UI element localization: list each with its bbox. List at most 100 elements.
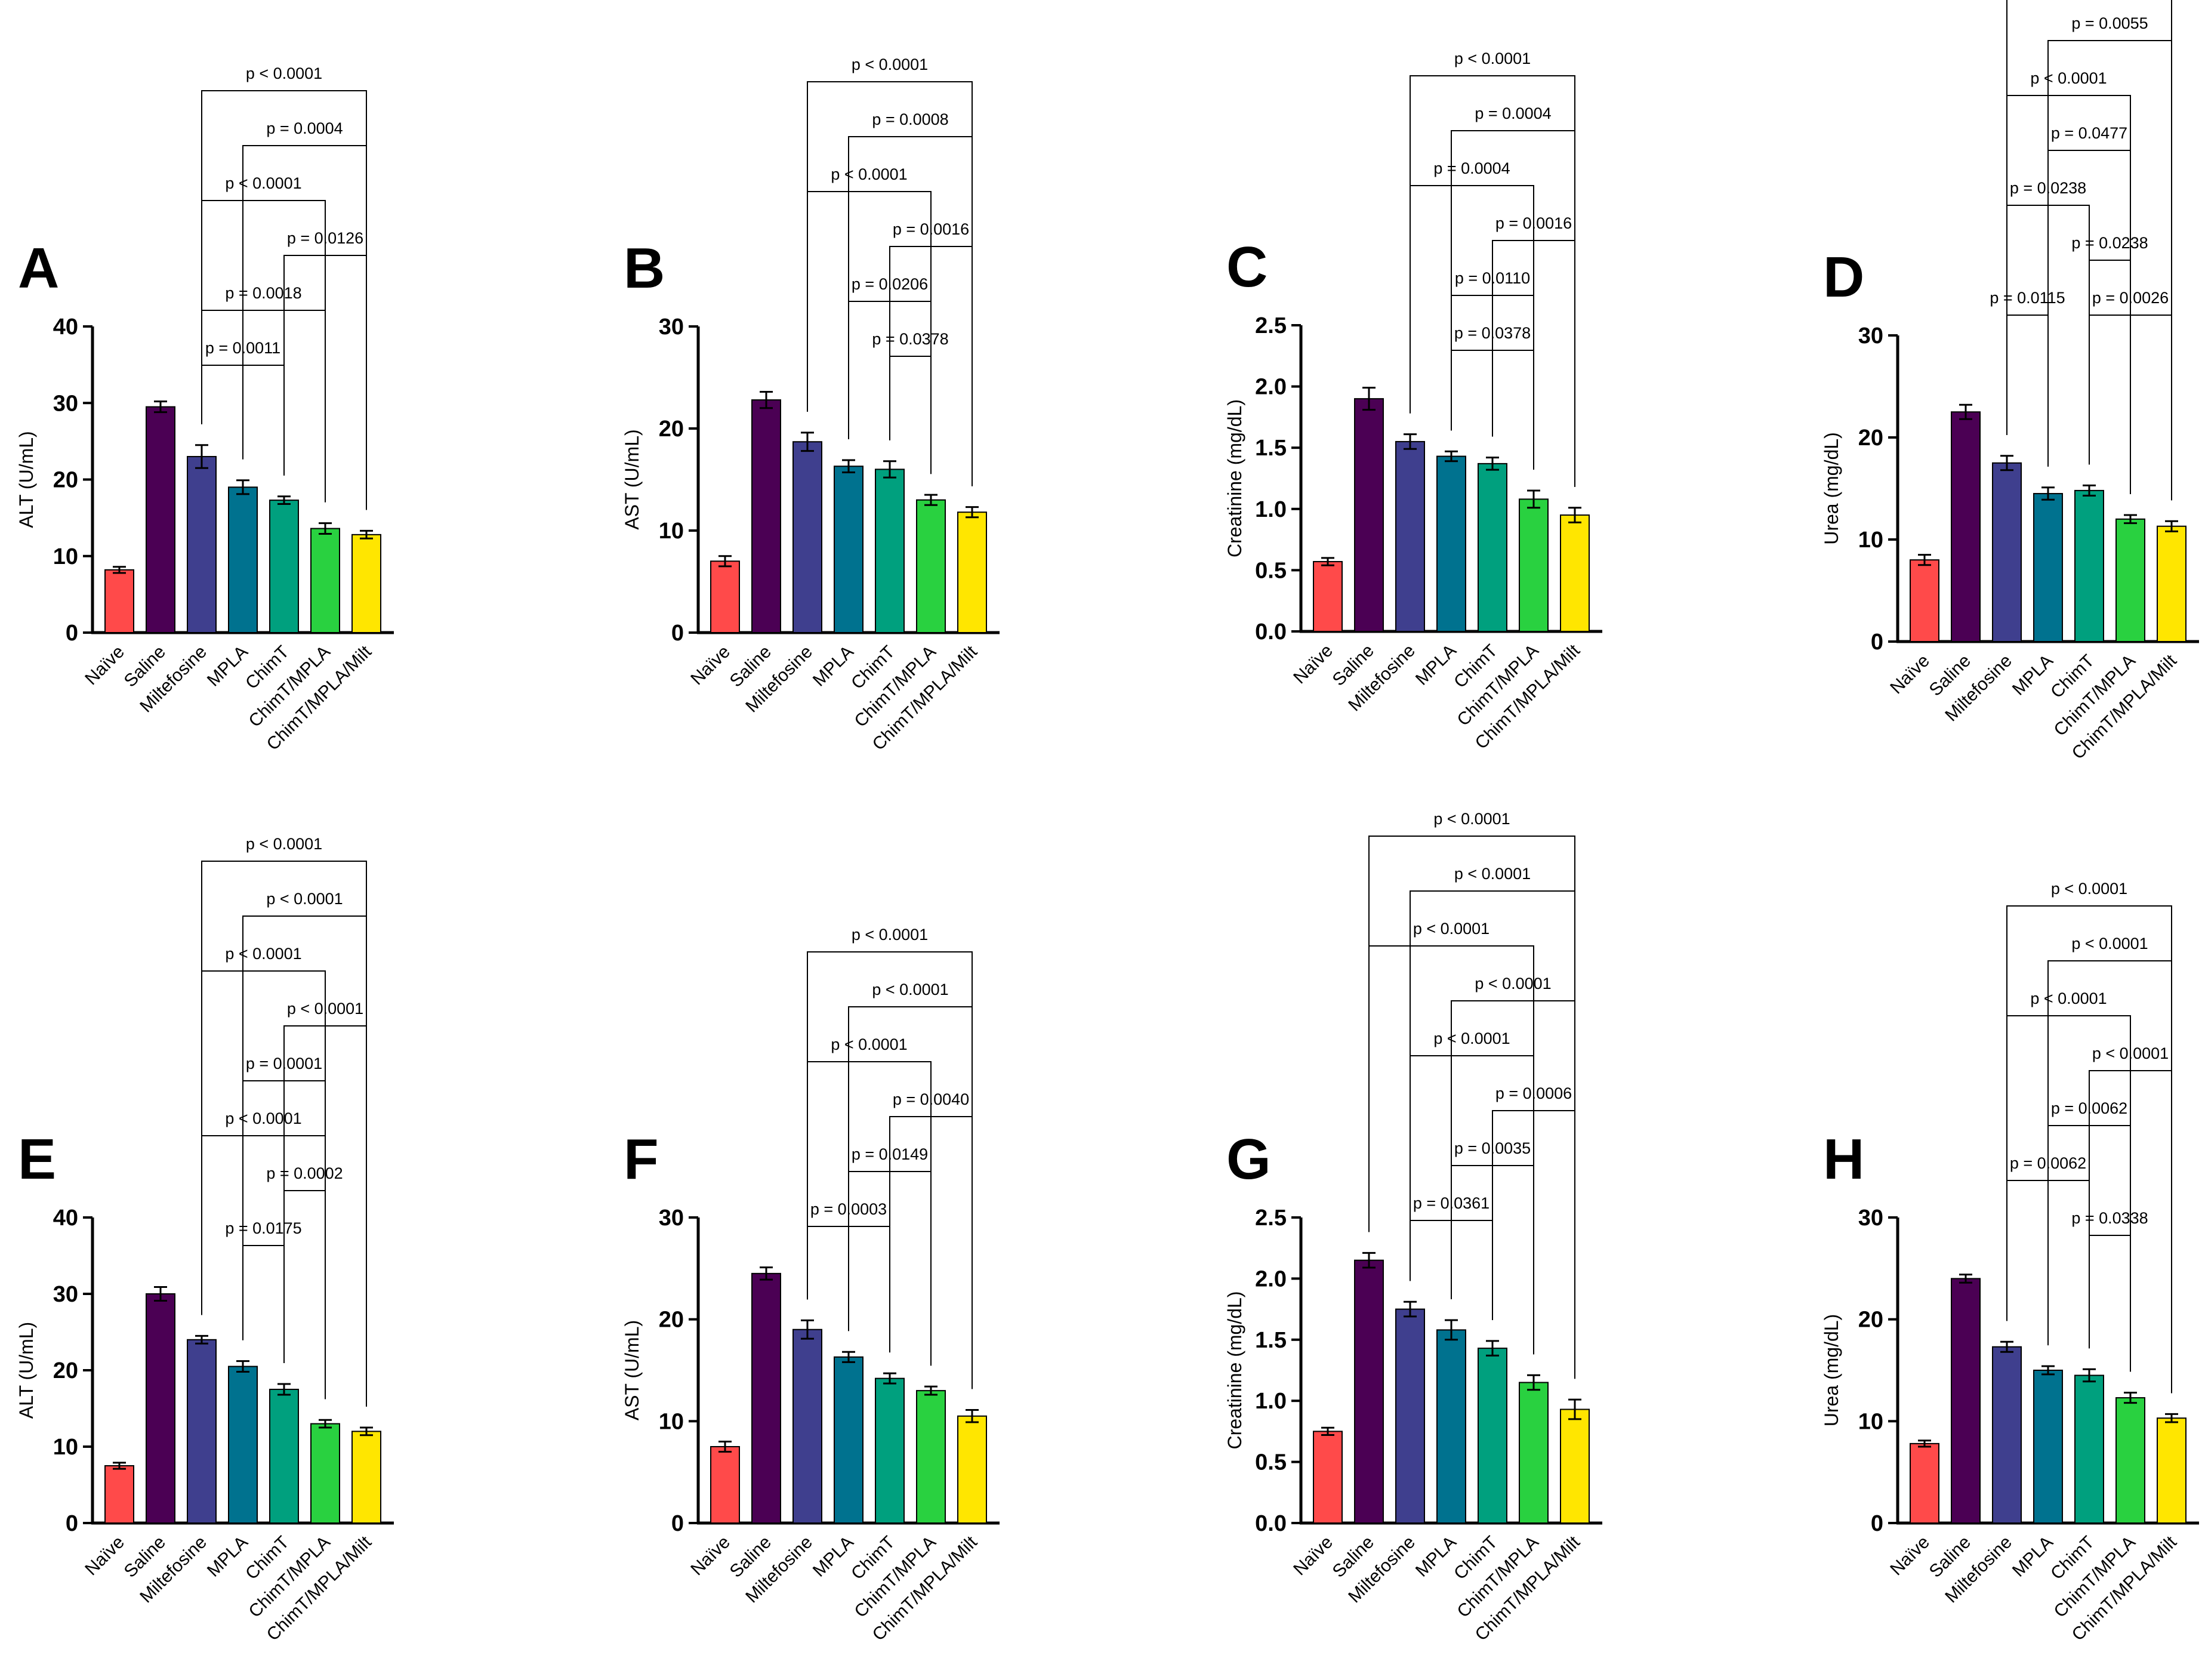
bar-2 — [1951, 411, 1981, 642]
significance-bracket — [1451, 130, 1575, 487]
y-tick-label: 40 — [53, 315, 78, 340]
bar-2 — [751, 1272, 781, 1524]
y-tick-label: 30 — [1858, 1206, 1883, 1231]
p-value-label: p < 0.0001 — [1433, 810, 1510, 828]
significance-bracket — [242, 915, 367, 1407]
category-label: Naïve — [687, 642, 734, 689]
y-tick-label: 30 — [659, 315, 684, 340]
bar-6 — [1519, 498, 1549, 632]
panel-letter: D — [1823, 245, 1864, 309]
y-axis-title: AST (U/mL) — [621, 429, 643, 529]
p-value-label: p < 0.0001 — [1433, 1029, 1510, 1047]
p-value-label: p < 0.0001 — [1413, 920, 1489, 938]
y-tick-label: 0 — [1871, 630, 1883, 655]
category-label: MPLA — [203, 1533, 252, 1581]
bar-6 — [1519, 1382, 1549, 1524]
y-tick-label: 20 — [659, 1308, 684, 1333]
p-value-label: p = 0.0004 — [1475, 104, 1551, 122]
p-value-label: p = 0.0004 — [266, 119, 343, 137]
panel-letter: C — [1226, 235, 1268, 299]
bar-5 — [1478, 463, 1507, 632]
p-value-label: p < 0.0001 — [831, 165, 907, 183]
p-value-label: p < 0.0001 — [852, 926, 928, 944]
bar-1 — [1313, 561, 1343, 633]
bar-3 — [187, 456, 217, 634]
y-axis-title: ALT (U/mL) — [16, 1322, 37, 1419]
bar-2 — [1354, 1259, 1384, 1524]
y-tick-label: 0 — [66, 1511, 78, 1536]
y-axis-title: ALT (U/mL) — [16, 431, 37, 528]
bar-3 — [792, 441, 822, 633]
category-label: MPLA — [2009, 651, 2057, 699]
significance-bracket — [201, 90, 367, 510]
y-tick-label: 0 — [1871, 1511, 1883, 1536]
bar-5 — [1478, 1348, 1507, 1524]
y-tick-label: 0.5 — [1255, 558, 1287, 583]
bar-3 — [1992, 462, 2022, 642]
category-label: Naïve — [687, 1533, 734, 1580]
y-tick-label: 20 — [53, 468, 78, 493]
significance-bracket — [807, 81, 973, 486]
bar-7 — [351, 534, 381, 634]
significance-bracket — [2006, 0, 2172, 501]
bar-4 — [2033, 493, 2063, 642]
y-axis-title: Urea (mg/dL) — [1821, 432, 1842, 545]
bar-5 — [875, 1377, 905, 1524]
bar-4 — [834, 1356, 864, 1524]
p-value-label: p = 0.0175 — [225, 1219, 301, 1237]
bar-6 — [916, 1390, 946, 1524]
y-tick-label: 20 — [659, 417, 684, 442]
bar-2 — [146, 406, 175, 633]
bar-7 — [2157, 525, 2187, 643]
bar-5 — [269, 1389, 299, 1524]
panel-g: G 0.0 0.5 1.0 1.5 2.0 2.5 Creatinine (mg/dL) Naï… — [1224, 810, 1602, 1645]
y-tick-label: 10 — [659, 1409, 684, 1434]
category-label: MPLA — [809, 1533, 858, 1581]
bar-1 — [104, 569, 134, 634]
bar-6 — [2115, 1397, 2145, 1524]
p-value-label: p < 0.0001 — [225, 174, 301, 192]
bar-6 — [916, 499, 946, 634]
p-value-label: p = 0.0477 — [2051, 124, 2127, 142]
bar-4 — [228, 486, 258, 634]
p-value-label: p < 0.0001 — [852, 56, 928, 73]
y-tick-label: 20 — [53, 1358, 78, 1383]
significance-bracket — [201, 970, 326, 1400]
y-tick-label: 0.5 — [1255, 1450, 1287, 1475]
bar-3 — [1395, 1308, 1425, 1524]
y-tick-label: 10 — [53, 544, 78, 569]
bar-1 — [710, 560, 740, 633]
y-tick-label: 30 — [53, 391, 78, 416]
p-value-label: p < 0.0001 — [2030, 989, 2107, 1007]
bar-4 — [834, 466, 864, 634]
y-tick-label: 10 — [53, 1435, 78, 1460]
significance-bracket — [1451, 1000, 1575, 1379]
bar-3 — [1992, 1346, 2022, 1524]
significance-bracket — [2006, 905, 2172, 1394]
panel-letter: B — [624, 236, 665, 300]
bar-5 — [875, 468, 905, 634]
y-tick-label: 0 — [671, 1511, 684, 1536]
p-value-label: p < 0.0001 — [266, 890, 343, 908]
p-value-label: p < 0.0001 — [2051, 880, 2127, 898]
panel-letter: E — [18, 1127, 56, 1191]
y-axis-title: Urea (mg/dL) — [1821, 1314, 1842, 1427]
p-value-label: p = 0.0002 — [266, 1164, 343, 1182]
bar-3 — [792, 1328, 822, 1524]
y-tick-label: 0.0 — [1255, 619, 1287, 645]
significance-bracket — [848, 1006, 973, 1389]
bar-4 — [2033, 1370, 2063, 1524]
p-value-label: p = 0.0018 — [225, 284, 301, 302]
p-value-label: p < 0.0001 — [1454, 50, 1531, 67]
y-tick-label: 0 — [671, 621, 684, 646]
significance-bracket — [1410, 75, 1575, 487]
bar-1 — [1910, 1442, 1939, 1524]
p-value-label: p < 0.0001 — [225, 945, 301, 963]
p-value-label: p < 0.0001 — [872, 981, 948, 998]
category-label: Naïve — [81, 642, 128, 689]
